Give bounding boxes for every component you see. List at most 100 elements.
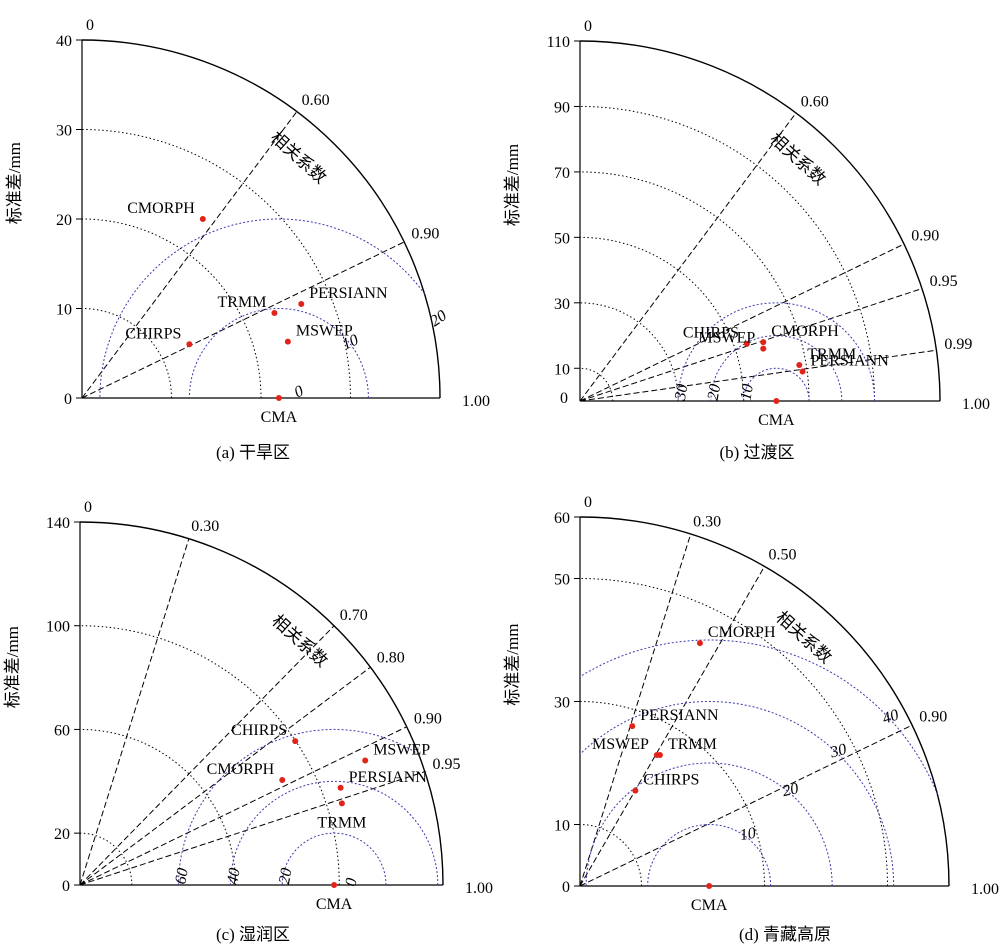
std-arc	[579, 236, 745, 402]
std-arc	[79, 625, 340, 886]
point-label-mswep: MSWEP	[698, 330, 755, 347]
corr-line	[79, 538, 190, 886]
point-label-trmm: TRMM	[317, 814, 366, 831]
point-cmorph	[760, 339, 767, 346]
point-label-persiann: PERSIANN	[811, 353, 890, 370]
std-arc	[579, 578, 888, 887]
rms-label: 30	[828, 741, 849, 762]
y-tick-label: 10	[56, 302, 72, 319]
panel-caption: (b) 过渡区	[719, 443, 794, 462]
corr-line	[579, 288, 923, 402]
point-trmm	[271, 309, 278, 316]
y-tick-label: 60	[54, 722, 70, 739]
corr-line	[79, 625, 335, 886]
point-label-persiann: PERSIANN	[640, 707, 719, 724]
corr-line	[579, 724, 913, 887]
corr-label: 0.99	[944, 336, 972, 353]
corr-label: 0.80	[377, 649, 405, 666]
corr-label: 0.60	[302, 92, 330, 109]
y-axis-label: 标准差/mm	[5, 142, 24, 224]
corr-label: 0.95	[930, 273, 958, 290]
y-tick-label: 70	[554, 165, 570, 182]
rms-label: 30	[672, 383, 692, 403]
corr-line	[579, 112, 797, 402]
ref-point-cma	[331, 882, 338, 888]
std-arc	[579, 367, 614, 402]
point-persiann	[629, 723, 636, 730]
corr-label: 0.60	[801, 94, 829, 111]
std-arc	[579, 824, 642, 887]
point-label-trmm: TRMM	[807, 346, 856, 363]
point-label-cmorph: CMORPH	[771, 323, 839, 340]
y-tick-label: 30	[554, 296, 570, 313]
corr-zero-label: 0	[584, 494, 592, 511]
outer-arc	[579, 516, 950, 887]
panel-caption: (c) 湿润区	[216, 925, 290, 944]
corr-label-end: 1.00	[962, 396, 990, 413]
std-arc	[81, 129, 351, 399]
corr-label-end: 1.00	[971, 881, 999, 898]
taylor-panel-transition: 10 30 50 70 90 110 0 0 0.60 0.90 0.95 0.99 1.00 相关系数 标…	[503, 18, 990, 462]
corr-label: 0.30	[693, 513, 721, 530]
y-tick-label: 0	[560, 390, 568, 407]
point-label-persiann: PERSIANN	[309, 285, 388, 302]
point-label-cmorph: CMORPH	[127, 200, 195, 217]
std-arc	[579, 701, 765, 887]
corr-label-end: 1.00	[465, 880, 493, 897]
rms-label: 20	[705, 383, 725, 402]
y-tick-label: 100	[46, 619, 70, 636]
ref-point-cma	[275, 395, 282, 401]
corr-line	[579, 349, 937, 402]
y-tick-label: 40	[56, 33, 72, 50]
rms-circle	[99, 218, 425, 399]
rms-label: 20	[276, 867, 296, 886]
y-tick-label: 50	[554, 572, 570, 589]
corr-axis-title: 相关系数	[772, 608, 835, 668]
rms-label: 10	[339, 332, 361, 354]
corr-label: 0.30	[191, 518, 219, 535]
point-mswep	[362, 757, 369, 764]
ref-point-cma	[706, 883, 713, 889]
corr-line	[79, 771, 426, 886]
ref-label-cma: CMA	[691, 897, 728, 914]
panel-caption: (a) 干旱区	[216, 443, 290, 462]
point-label-trmm: TRMM	[218, 294, 267, 311]
rms-circle	[188, 308, 369, 399]
std-arc	[81, 218, 262, 399]
point-chirps	[186, 341, 193, 348]
point-chirps	[292, 738, 299, 745]
rms-circle	[229, 780, 439, 886]
std-arc	[79, 832, 133, 886]
corr-line	[81, 111, 298, 399]
y-tick-label: 0	[62, 878, 70, 895]
outer-arc	[79, 521, 444, 886]
point-trmm	[338, 800, 345, 807]
rms-circle	[281, 832, 387, 886]
outer-arc	[81, 39, 441, 399]
point-cmorph	[279, 776, 286, 783]
point-mswep	[284, 338, 291, 345]
outer-arc	[579, 40, 941, 402]
rms-label: 10	[739, 825, 758, 845]
y-tick-label: 60	[554, 510, 570, 527]
corr-label: 0.95	[432, 756, 460, 773]
rms-label: 0	[343, 877, 361, 888]
corr-zero-label: 0	[84, 499, 92, 516]
rms-circle	[585, 762, 833, 887]
y-axis-label: 标准差/mm	[503, 624, 522, 706]
y-tick-label: 90	[554, 99, 570, 116]
point-trmm	[796, 362, 803, 368]
corr-label: 0.50	[769, 547, 797, 564]
y-tick-label: 0	[562, 879, 570, 896]
point-label-cmorph: CMORPH	[708, 624, 776, 641]
corr-line	[579, 566, 765, 887]
point-label-chirps: CHIRPS	[643, 772, 699, 789]
point-label-chirps: CHIRPS	[125, 325, 181, 342]
rms-circle	[178, 728, 419, 886]
point-label-persiann: PERSIANN	[349, 769, 428, 786]
std-arc	[81, 308, 172, 399]
ref-label-cma: CMA	[758, 412, 795, 429]
corr-label: 0.90	[411, 225, 439, 242]
corr-label-end: 1.00	[462, 393, 490, 410]
y-tick-label: 30	[554, 695, 570, 712]
